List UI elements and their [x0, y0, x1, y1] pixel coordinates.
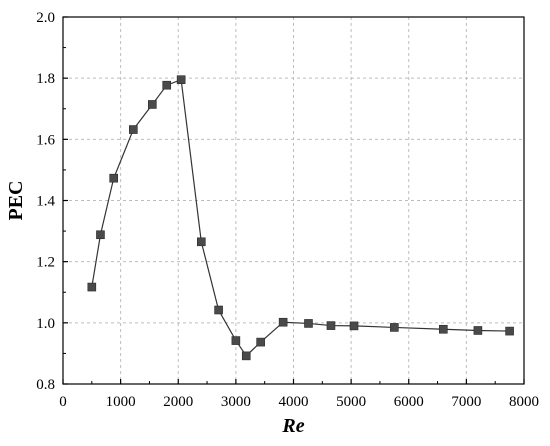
- y-tick-label: 1.4: [36, 194, 55, 210]
- y-tick-label: 1.2: [36, 255, 55, 271]
- x-axis-title: Re: [281, 415, 304, 437]
- data-point-marker: [214, 305, 223, 315]
- data-point-marker: [473, 326, 483, 335]
- data-point-marker: [197, 237, 206, 247]
- data-point-marker: [304, 319, 313, 328]
- y-tick-label: 1.8: [36, 71, 55, 87]
- data-point-marker: [326, 321, 336, 330]
- data-point-marker: [439, 324, 448, 334]
- y-axis-title: PEC: [5, 181, 27, 221]
- data-point-marker: [241, 351, 251, 361]
- data-point-marker: [231, 336, 241, 345]
- grid-layer: [63, 17, 524, 384]
- label-layer: 0 1000 2000 3000 4000 5000 6000 7000 8000 0.8 1.0 1…: [5, 10, 539, 437]
- series-layer: [87, 75, 514, 361]
- x-tick-label: 4000: [279, 394, 309, 410]
- y-tick-label: 1.0: [36, 316, 55, 332]
- x-tick-label: 2000: [163, 394, 193, 410]
- x-tick-label: 7000: [451, 394, 481, 410]
- y-tick-label: 2.0: [36, 10, 55, 26]
- x-tick-label: 1000: [106, 394, 136, 410]
- data-point-marker: [148, 100, 157, 109]
- data-point-marker: [87, 282, 97, 292]
- data-point-marker: [176, 75, 186, 84]
- data-point-marker: [505, 326, 514, 336]
- data-point-marker: [278, 317, 288, 327]
- data-point-marker: [162, 80, 172, 90]
- axis-layer: [62, 16, 525, 385]
- x-tick-label: 0: [59, 394, 67, 410]
- y-tick-label: 0.8: [36, 377, 55, 393]
- data-point-marker: [109, 173, 119, 183]
- data-point-marker: [129, 125, 138, 134]
- x-tick-label: 8000: [509, 394, 539, 410]
- data-point-marker: [390, 323, 399, 332]
- series-line: [91, 78, 510, 357]
- x-tick-label: 3000: [221, 394, 251, 410]
- data-point-marker: [349, 321, 359, 331]
- x-tick-label: 5000: [336, 394, 366, 410]
- data-point-marker: [96, 230, 105, 240]
- y-tick-label: 1.6: [36, 132, 55, 148]
- x-tick-label: 6000: [394, 394, 424, 410]
- data-point-marker: [256, 337, 265, 347]
